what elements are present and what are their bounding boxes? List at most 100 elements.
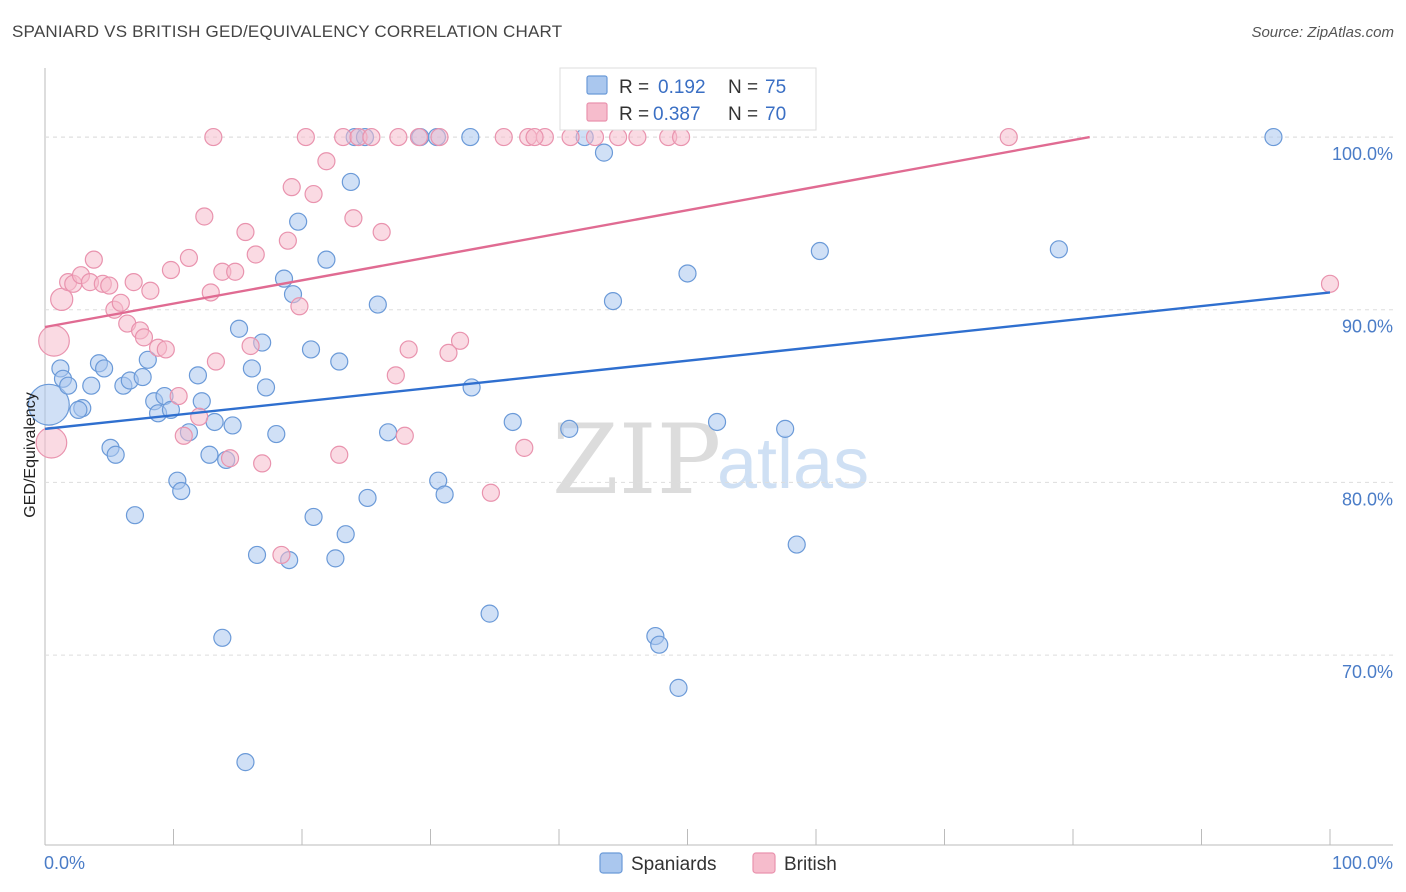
british-point-0 xyxy=(35,426,68,459)
british-point-19 xyxy=(161,260,181,280)
legend-n-value-spaniards: 75 xyxy=(765,77,786,98)
british-point-57 xyxy=(561,127,580,147)
legend-n-label-spaniards: N = xyxy=(728,77,758,98)
spaniards-point-65 xyxy=(650,635,669,654)
spaniards-point-3 xyxy=(59,376,78,395)
y-tick-label-100: 100.0% xyxy=(1332,144,1393,164)
source-credit: Source: ZipAtlas.com xyxy=(1251,24,1394,41)
spaniards-point-73 xyxy=(1264,127,1283,147)
british-point-35 xyxy=(278,231,297,250)
british-point-42 xyxy=(344,209,363,228)
x-tick-label-max: 100.0% xyxy=(1332,853,1393,873)
british-point-1 xyxy=(38,324,70,357)
series-legend-label-british: British xyxy=(784,854,837,875)
legend-r-label-spaniards: R = xyxy=(619,77,649,98)
spaniards-point-6 xyxy=(82,376,101,395)
spaniards-point-55 xyxy=(435,485,454,504)
british-point-36 xyxy=(282,178,301,197)
spaniards-point-24 xyxy=(192,392,211,411)
british-point-20 xyxy=(169,386,188,406)
legend-swatch-british xyxy=(586,102,608,122)
british-point-52 xyxy=(450,331,470,350)
legend-n-value-british: 70 xyxy=(765,104,786,125)
british-point-30 xyxy=(236,222,255,242)
spaniards-point-43 xyxy=(317,250,336,269)
legend-swatch-spaniards xyxy=(586,75,608,95)
spaniards-point-70 xyxy=(787,535,806,554)
british-point-61 xyxy=(671,127,691,147)
spaniards-point-71 xyxy=(810,241,829,261)
legend-n-label-british: N = xyxy=(728,104,758,125)
spaniards-point-72 xyxy=(1049,240,1068,259)
spaniards-point-56 xyxy=(461,127,480,147)
legend-r-label-british: R = xyxy=(619,104,649,125)
series-legend: Spaniards British xyxy=(599,852,837,875)
british-point-21 xyxy=(174,426,193,445)
british-point-64 xyxy=(389,127,408,147)
spaniards-point-62 xyxy=(594,143,614,162)
x-ticks xyxy=(44,829,1331,845)
spaniards-point-60 xyxy=(560,419,579,438)
spaniards-point-36 xyxy=(267,424,286,444)
british-point-18 xyxy=(156,340,175,359)
spaniards-point-40 xyxy=(289,212,308,231)
spaniards-point-14 xyxy=(133,367,152,387)
british-point-11 xyxy=(111,293,130,312)
british-point-37 xyxy=(290,297,309,316)
legend-r-value-spaniards: 0.192 xyxy=(658,77,706,98)
spaniards-point-46 xyxy=(336,525,355,544)
stats-legend: R = 0.192 N = 75 R = 0.387 N = 70 xyxy=(559,67,817,131)
series-legend-swatch-spaniards xyxy=(599,852,623,874)
y-tick-labels: 70.0% 80.0% 90.0% 100.0% xyxy=(1332,144,1393,682)
british-point-40 xyxy=(330,445,349,464)
spaniards-trend-line xyxy=(44,291,1331,431)
british-point-33 xyxy=(253,454,272,473)
british-point-46 xyxy=(386,366,405,385)
y-tick-label-70: 70.0% xyxy=(1342,662,1393,682)
spaniards-point-68 xyxy=(707,412,727,432)
spaniards-point-41 xyxy=(301,340,321,359)
spaniards-point-29 xyxy=(223,416,242,435)
british-point-48 xyxy=(399,340,418,359)
spaniards-point-44 xyxy=(326,549,345,568)
british-point-65 xyxy=(481,483,500,502)
spaniards-point-0 xyxy=(27,383,70,426)
series-legend-label-spaniards: Spaniards xyxy=(631,854,717,875)
spaniards-point-45 xyxy=(330,352,349,371)
british-point-24 xyxy=(195,207,214,226)
british-point-68 xyxy=(204,127,223,147)
spaniards-point-33 xyxy=(247,545,267,565)
spaniards-point-25 xyxy=(200,445,219,464)
watermark-atlas: atlas xyxy=(717,424,869,504)
watermark-zip: ZIP xyxy=(552,404,721,516)
british-point-26 xyxy=(206,352,226,371)
british-point-16 xyxy=(141,281,160,300)
british-point-31 xyxy=(241,336,260,356)
spaniards-point-47 xyxy=(341,172,360,192)
british-point-50 xyxy=(430,127,449,147)
british-point-34 xyxy=(272,545,291,565)
british-point-44 xyxy=(362,127,381,147)
grid-lines xyxy=(45,136,1393,656)
spaniards-point-27 xyxy=(213,628,232,647)
british-point-7 xyxy=(84,250,103,269)
spaniards-point-5 xyxy=(69,400,88,419)
spaniards-point-23 xyxy=(188,366,208,385)
british-point-45 xyxy=(372,222,391,242)
spaniards-point-26 xyxy=(205,412,224,432)
chart-title: SPANIARD VS BRITISH GED/EQUIVALENCY CORR… xyxy=(12,22,563,41)
trend-lines xyxy=(44,135,1331,431)
british-point-51 xyxy=(439,343,458,362)
spaniards-point-67 xyxy=(678,264,697,283)
spaniards-point-32 xyxy=(242,359,261,378)
spaniards-point-10 xyxy=(106,445,125,464)
british-point-53 xyxy=(494,127,513,147)
spaniards-point-15 xyxy=(138,350,157,369)
british-point-66 xyxy=(525,127,544,147)
spaniards-point-42 xyxy=(304,507,323,527)
british-point-54 xyxy=(515,438,534,457)
y-tick-label-90: 90.0% xyxy=(1342,317,1393,337)
british-point-59 xyxy=(628,127,647,147)
british-point-9 xyxy=(100,276,119,295)
y-axis-title: GED/Equivalency xyxy=(22,392,39,517)
